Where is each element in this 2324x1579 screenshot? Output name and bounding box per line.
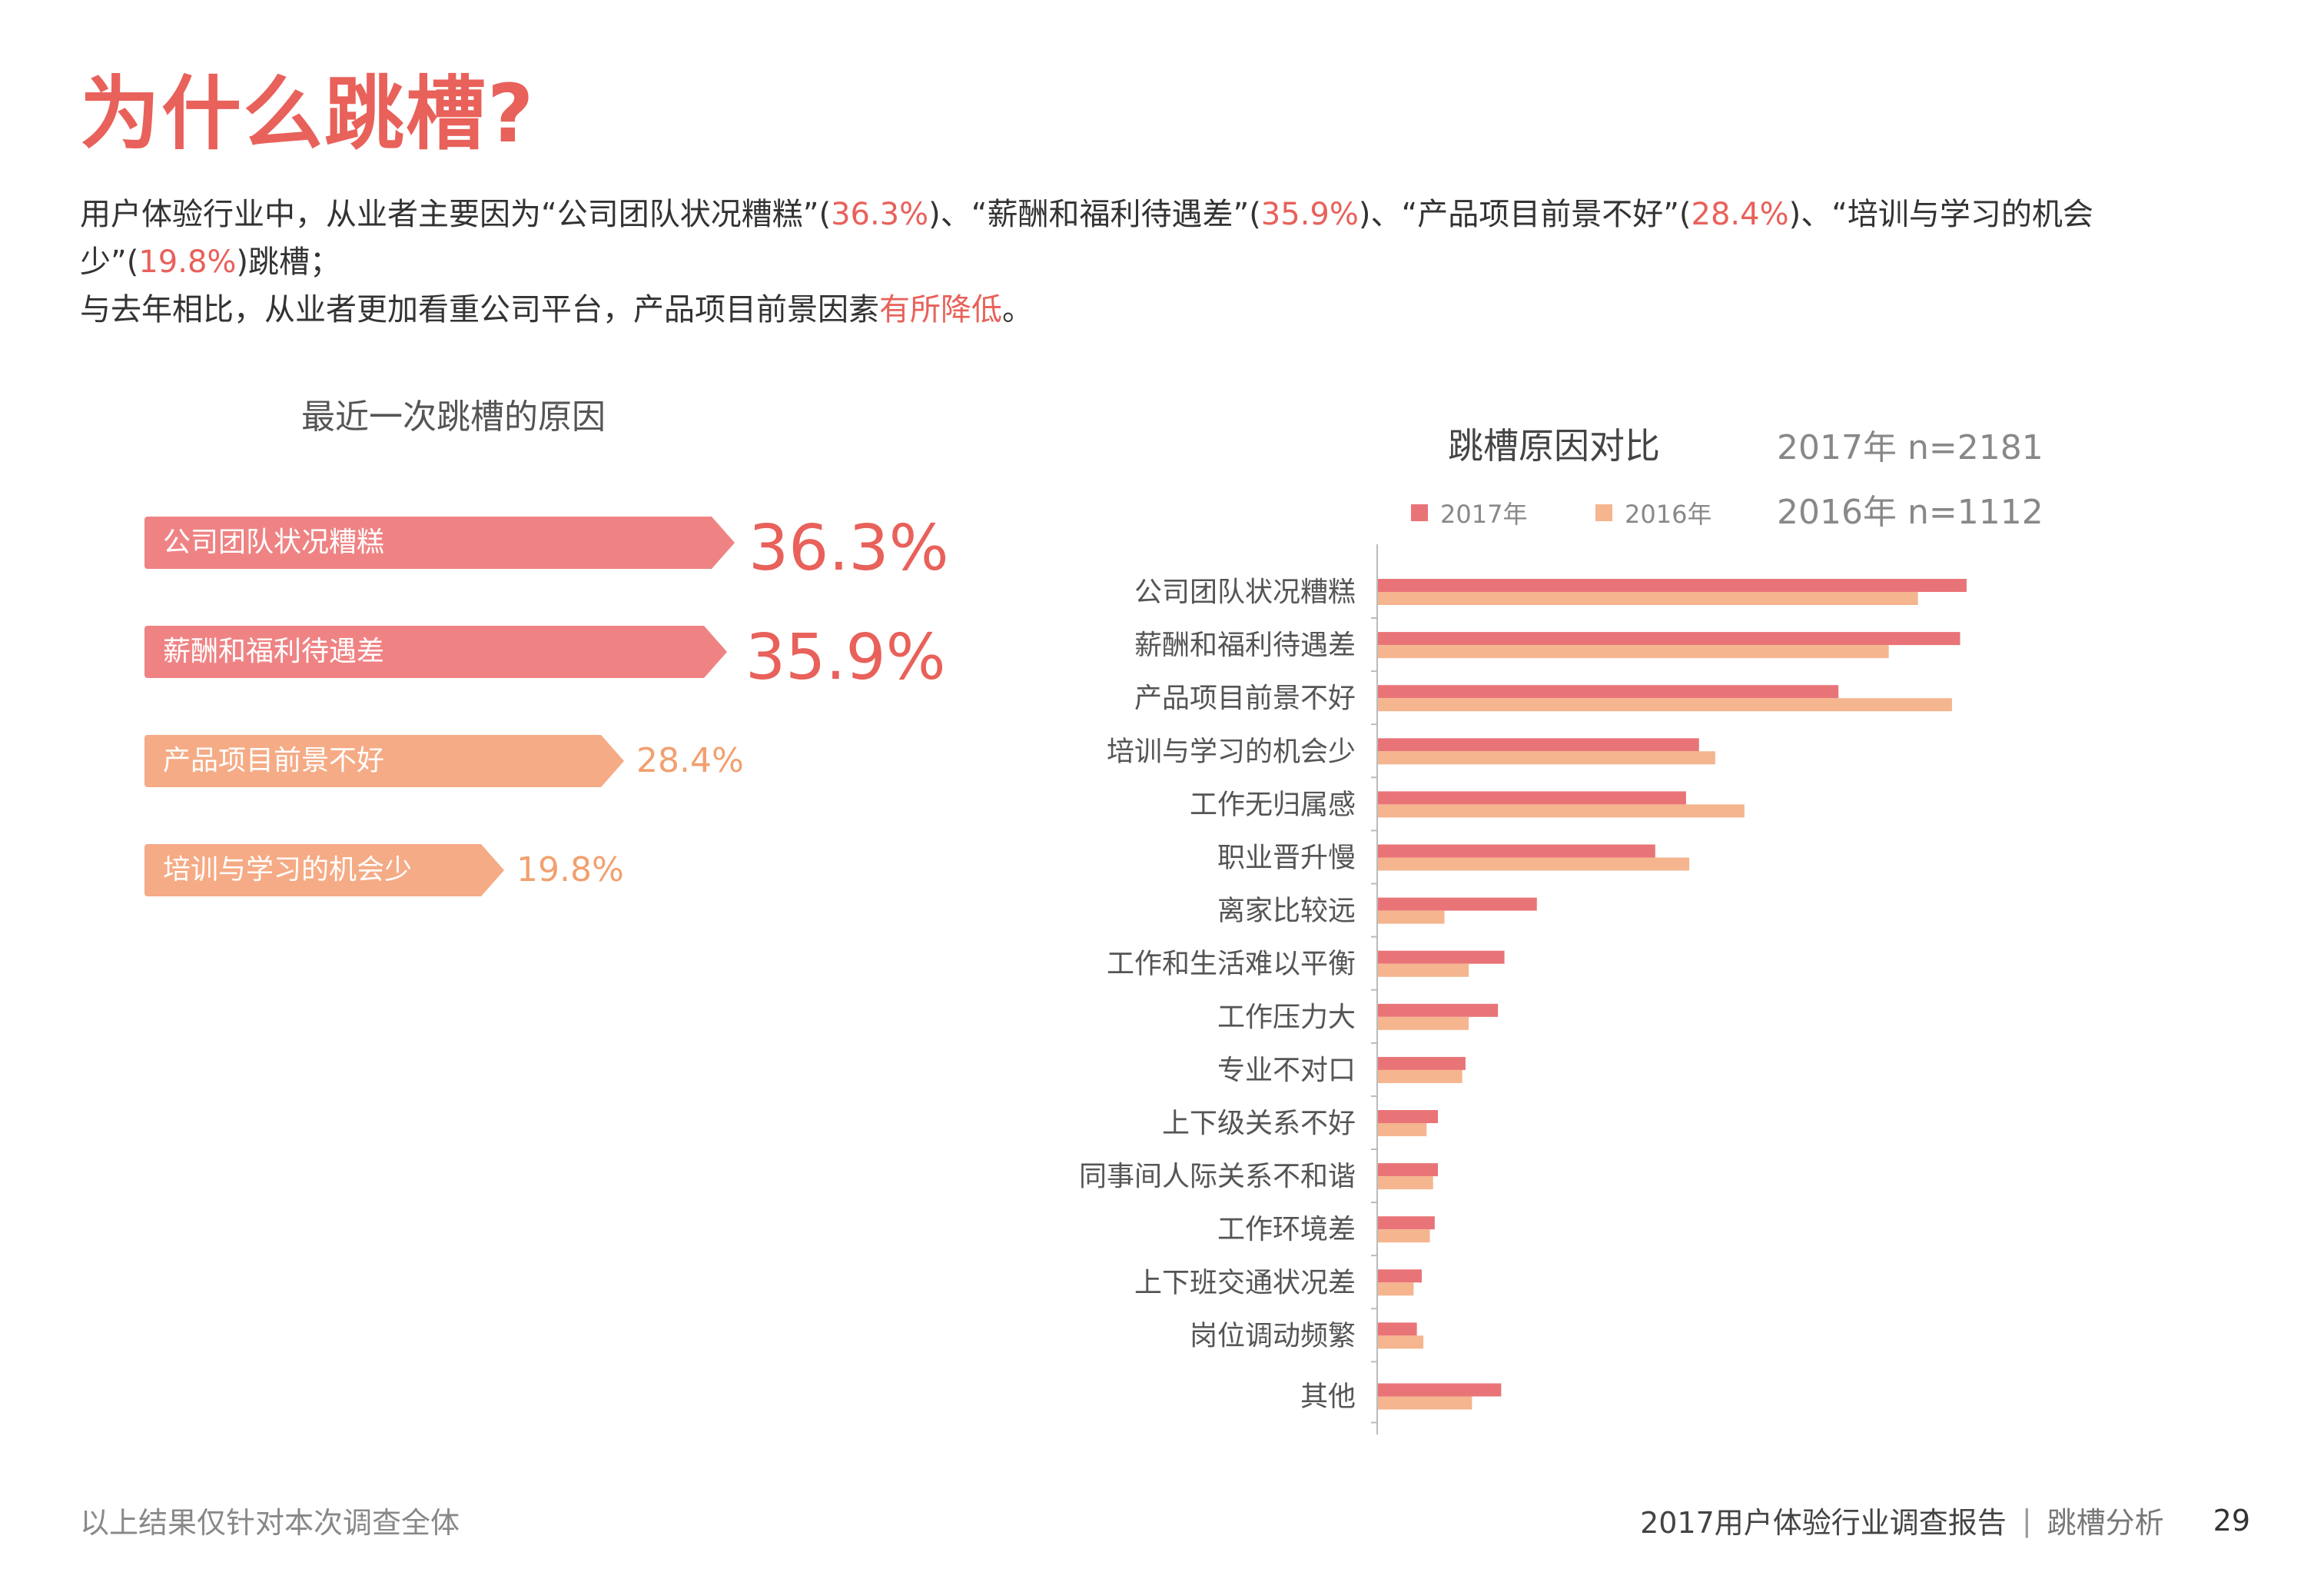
legend-swatch: [1595, 504, 1612, 521]
bar-2017: [1378, 632, 1960, 646]
intro-paragraph-2: 与去年相比，从业者更加看重公司平台，产品项目前景因素有所降低。: [80, 292, 1033, 327]
bar-2017: [1378, 1322, 1417, 1336]
category-label: 工作压力大: [1217, 1002, 1356, 1033]
top-reason-bar: 公司团队状况糟糕: [144, 517, 735, 569]
top-reason-value: 19.8%: [516, 850, 624, 889]
bar-2017: [1378, 685, 1839, 699]
bar-2016: [1378, 751, 1715, 765]
bar-2016: [1378, 1282, 1414, 1296]
bar-2016: [1378, 592, 1918, 605]
top-reason-bar: 培训与学习的机会少: [144, 844, 504, 896]
legend-label: 2017年: [1440, 500, 1528, 529]
comparison-bar-chart: 公司团队状况糟糕薪酬和福利待遇差产品项目前景不好培训与学习的机会少工作无归属感职…: [1079, 544, 1967, 1434]
top-reason-arrow: [704, 626, 727, 678]
sample-size-2017: 2017年 n=2181: [1777, 428, 2043, 467]
bar-2017: [1378, 1003, 1499, 1017]
footer-note: 以上结果仅针对本次调查全体: [80, 1506, 460, 1540]
page-title: 为什么跳槽?: [80, 67, 536, 161]
category-label: 专业不对口: [1217, 1055, 1356, 1086]
bar-2017: [1378, 791, 1686, 805]
bar-2017: [1378, 844, 1655, 858]
bar-2016: [1378, 910, 1445, 924]
category-label: 上下级关系不好: [1162, 1108, 1356, 1139]
footer-separator: |: [2021, 1503, 2032, 1537]
top-reason-label: 公司团队状况糟糕: [163, 527, 385, 558]
top-reason-label: 产品项目前景不好: [163, 745, 385, 776]
footer-info: 2017用户体验行业调查报告 | 跳槽分析 29: [1640, 1499, 2250, 1541]
category-label: 职业晋升慢: [1217, 843, 1356, 874]
bar-2016: [1378, 1123, 1427, 1136]
bar-2017: [1378, 897, 1537, 911]
top-reason-bar: 薪酬和福利待遇差: [144, 626, 727, 678]
bar-2016: [1378, 1396, 1472, 1410]
bar-2016: [1378, 1069, 1462, 1083]
top-reason-bar: 产品项目前景不好: [144, 735, 624, 787]
legend-swatch: [1411, 504, 1428, 521]
bar-2016: [1378, 1016, 1469, 1030]
bar-2017: [1378, 1056, 1466, 1070]
top-reason-arrow: [601, 735, 624, 787]
category-label: 工作和生活难以平衡: [1107, 949, 1356, 980]
bar-2016: [1378, 963, 1469, 977]
category-label: 工作无归属感: [1190, 789, 1356, 820]
bar-2017: [1378, 1110, 1439, 1123]
category-label: 同事间人际关系不和谐: [1079, 1161, 1356, 1192]
top-reason-value: 35.9%: [745, 621, 946, 694]
top-reasons-title: 最近一次跳槽的原因: [301, 397, 606, 437]
bar-2016: [1378, 1229, 1430, 1243]
bar-2016: [1378, 1335, 1424, 1349]
bar-2017: [1378, 579, 1967, 592]
bar-2017: [1378, 738, 1699, 752]
bar-2016: [1378, 857, 1690, 871]
bar-2017: [1378, 1269, 1422, 1283]
category-label: 培训与学习的机会少: [1107, 736, 1356, 767]
bar-2017: [1378, 1163, 1439, 1177]
intro-paragraph-1: 用户体验行业中，从业者主要因为“公司团队状况糟糕”(36.3%)、“薪酬和福利待…: [80, 197, 2093, 280]
legend-label: 2016年: [1625, 500, 1712, 529]
top-reason-label: 培训与学习的机会少: [163, 854, 413, 886]
top-reason-label: 薪酬和福利待遇差: [163, 636, 385, 667]
bar-2016: [1378, 1176, 1433, 1190]
category-label: 公司团队状况糟糕: [1134, 577, 1356, 608]
bar-2016: [1378, 804, 1745, 818]
category-label: 离家比较远: [1217, 896, 1356, 927]
category-label: 上下班交通状况差: [1134, 1267, 1356, 1298]
category-label: 薪酬和福利待遇差: [1134, 630, 1356, 661]
chart-title: 跳槽原因对比: [1448, 425, 1660, 467]
bar-2017: [1378, 1216, 1435, 1230]
section-name: 跳槽分析: [2047, 1506, 2164, 1540]
bar-2016: [1378, 698, 1952, 712]
category-label: 岗位调动频繁: [1190, 1320, 1356, 1351]
category-label: 其他: [1300, 1381, 1356, 1413]
top-reason-arrow: [712, 517, 735, 569]
sample-size-2016: 2016年 n=1112: [1777, 493, 2043, 532]
intro-text: 用户体验行业中，从业者主要因为“公司团队状况糟糕”(36.3%)、“薪酬和福利待…: [80, 191, 2232, 334]
top-reason-arrow: [481, 844, 504, 896]
page-number: 29: [2213, 1503, 2250, 1537]
legend-item-2016: 2016年: [1595, 495, 1711, 530]
top-reason-value: 28.4%: [636, 741, 744, 780]
report-name: 2017用户体验行业调查报告: [1640, 1506, 2007, 1540]
bar-2016: [1378, 645, 1889, 659]
bar-2017: [1378, 950, 1505, 964]
category-label: 工作环境差: [1217, 1214, 1356, 1245]
legend-item-2017: 2017年: [1411, 495, 1527, 530]
category-label: 产品项目前景不好: [1134, 683, 1356, 714]
bar-2017: [1378, 1383, 1502, 1397]
top-reason-value: 36.3%: [749, 512, 949, 585]
